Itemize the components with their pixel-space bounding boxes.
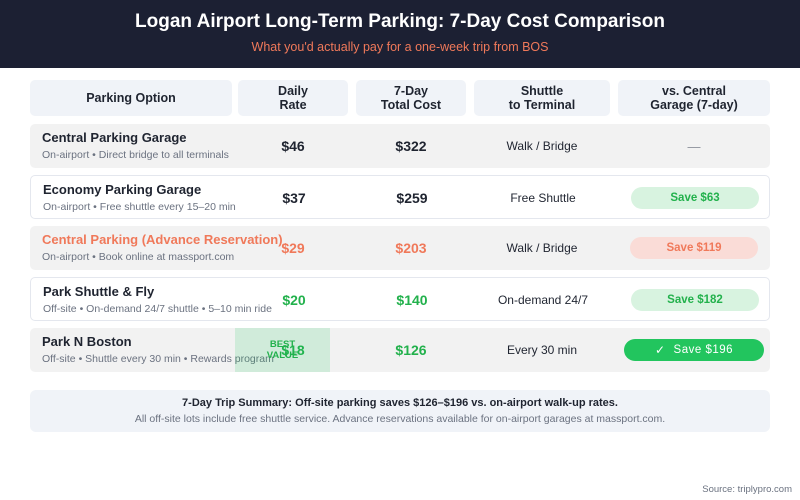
- total-cost: $322: [395, 138, 427, 154]
- summary-headline: 7-Day Trip Summary: Off-site parking sav…: [182, 397, 618, 409]
- shuttle-info: Walk / Bridge: [506, 139, 578, 153]
- total-cost: $140: [396, 292, 428, 308]
- option-name: Park N Boston: [42, 334, 132, 349]
- shuttle-info: Free Shuttle: [510, 191, 576, 205]
- column-header-shuttle: Shuttle to Terminal: [474, 80, 610, 116]
- column-header-vs-central: vs. Central Garage (7-day): [618, 80, 770, 116]
- summary-note: All off-site lots include free shuttle s…: [134, 413, 666, 425]
- best-value-line-1: BEST: [269, 339, 296, 350]
- check-icon: ✓: [654, 343, 666, 357]
- source-credit: Source: triplypro.com: [702, 484, 792, 495]
- total-cost: $203: [395, 240, 427, 256]
- table-row: Central Parking (Advance Reservation) On…: [30, 226, 770, 270]
- table-row: Central Parking Garage On-airport • Dire…: [30, 124, 770, 168]
- savings-badge: ✓ Save $196: [624, 339, 764, 361]
- savings-badge-label: Save $196: [673, 344, 734, 356]
- daily-rate: $46: [281, 138, 305, 154]
- daily-rate: $37: [282, 190, 306, 206]
- page-subtitle: What you'd actually pay for a one-week t…: [251, 40, 549, 54]
- page-title: Logan Airport Long-Term Parking: 7-Day C…: [135, 11, 665, 32]
- option-name: Central Parking Garage: [42, 130, 187, 145]
- daily-rate: $29: [281, 240, 305, 256]
- table-header: Parking Option Daily Rate 7-Day Total Co…: [0, 80, 800, 116]
- shuttle-info: On-demand 24/7: [497, 293, 589, 307]
- option-description: Off-site • Shuttle every 30 min • Reward…: [42, 353, 274, 365]
- trip-summary: 7-Day Trip Summary: Off-site parking sav…: [30, 390, 770, 432]
- no-savings-dash: —: [687, 138, 701, 154]
- option-name: Park Shuttle & Fly: [43, 284, 155, 299]
- daily-rate: $20: [282, 292, 306, 308]
- column-header-total-cost: 7-Day Total Cost: [356, 80, 466, 116]
- column-header-daily-rate: Daily Rate: [238, 80, 348, 116]
- total-cost: $259: [396, 190, 428, 206]
- table-row: Park N Boston Off-site • Shuttle every 3…: [30, 328, 770, 372]
- savings-badge: Save $182: [631, 289, 759, 311]
- option-description: Off-site • On-demand 24/7 shuttle • 5–10…: [43, 303, 272, 315]
- savings-badge: Save $119: [630, 237, 758, 259]
- page-header: Logan Airport Long-Term Parking: 7-Day C…: [0, 0, 800, 68]
- total-cost: $126: [395, 342, 427, 358]
- option-description: On-airport • Direct bridge to all termin…: [42, 149, 229, 161]
- daily-rate: $18: [281, 342, 305, 358]
- option-name: Economy Parking Garage: [43, 182, 202, 197]
- option-description: On-airport • Book online at massport.com: [42, 251, 235, 263]
- column-header-option: Parking Option: [30, 80, 232, 116]
- table-row: Park Shuttle & Fly Off-site • On-demand …: [30, 277, 770, 321]
- savings-badge: Save $63: [631, 187, 759, 209]
- shuttle-info: Every 30 min: [506, 343, 578, 357]
- best-value-badge: BEST VALUE: [235, 328, 330, 372]
- option-description: On-airport • Free shuttle every 15–20 mi…: [43, 201, 236, 213]
- best-value-line-2: VALUE: [266, 350, 299, 361]
- table-row: Economy Parking Garage On-airport • Free…: [30, 175, 770, 219]
- option-name: Central Parking (Advance Reservation): [42, 232, 283, 247]
- shuttle-info: Walk / Bridge: [506, 241, 578, 255]
